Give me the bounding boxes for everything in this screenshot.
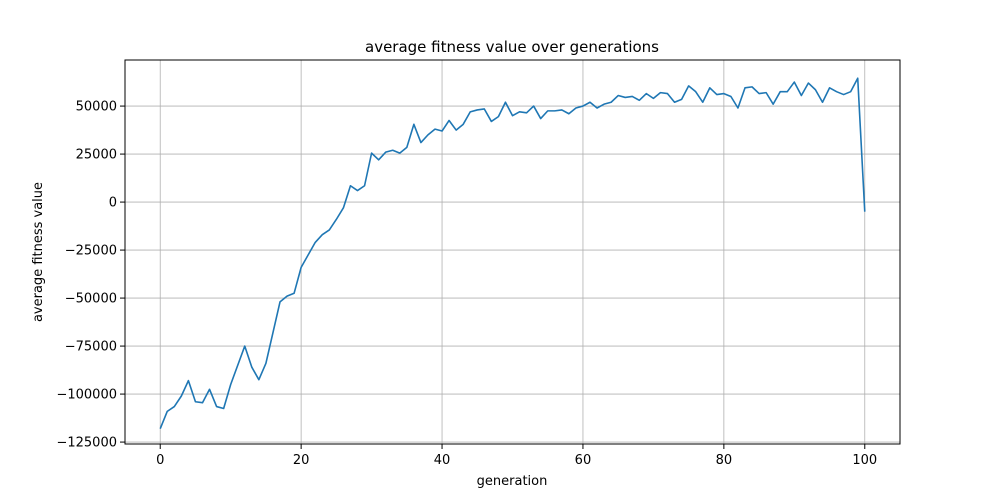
y-tick-label: −100000 [56,388,117,403]
y-tick-label: −25000 [65,244,117,259]
y-tick-label: −125000 [56,436,117,451]
y-tick-label: 25000 [76,148,117,163]
y-tick-label: −75000 [65,340,117,355]
x-tick-label: 100 [852,453,877,468]
y-tick-label: −50000 [65,292,117,307]
y-axis-label: average fitness value [31,182,46,322]
x-axis-ticks: 0 20 40 60 80 100 [156,444,877,468]
y-tick-label: 50000 [76,100,117,115]
grid [125,60,900,444]
series-line [159,77,866,429]
x-axis-label: generation [477,474,548,489]
chart-title: average fitness value over generations [365,38,659,56]
plot-frame [124,59,901,445]
y-axis-ticks: −125000 −100000 −75000 −50000 −25000 0 25000 50… [56,100,125,451]
y-tick-label: 0 [109,196,117,211]
x-tick-label: 80 [716,453,733,468]
x-tick-label: 0 [156,453,164,468]
x-tick-label: 20 [293,453,310,468]
x-tick-label: 60 [575,453,592,468]
x-tick-label: 40 [434,453,451,468]
series-layer [159,77,866,429]
